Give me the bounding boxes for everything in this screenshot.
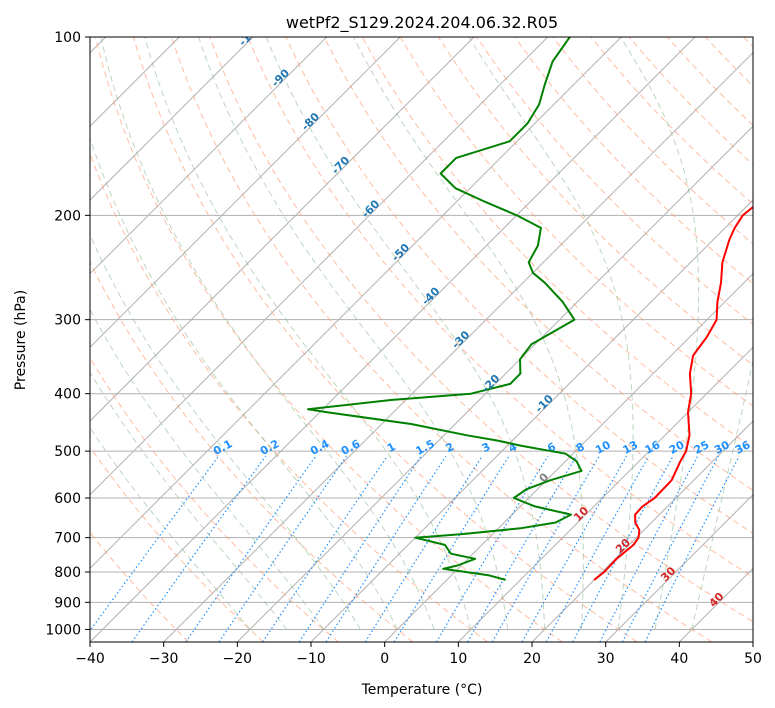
- isotherm-line: [90, 37, 623, 570]
- mixing-ratio-line: [466, 455, 577, 642]
- dry-adiabat-line: [476, 37, 753, 325]
- mixing-ratio-label: 20: [667, 438, 687, 457]
- mixing-ratio-line: [90, 455, 220, 632]
- y-tick-label: 900: [54, 595, 81, 611]
- isotherm-line: [531, 420, 753, 642]
- mixing-ratio-line: [545, 455, 650, 642]
- isotherm-line: [90, 37, 549, 496]
- y-tick-label: 800: [54, 565, 81, 581]
- isotherm-line: [90, 37, 328, 275]
- mixing-ratio-line: [262, 455, 388, 642]
- mixing-ratio-label: 30: [712, 438, 732, 457]
- mixing-ratio-line: [435, 455, 549, 642]
- y-axis-label: Pressure (hPa): [13, 290, 29, 390]
- moist-adiabat-line: [352, 37, 584, 630]
- dry-adiabat-line: [209, 37, 753, 623]
- dry-adiabat-line: [90, 446, 264, 642]
- moist-adiabat-line: [468, 37, 634, 630]
- mixing-ratio-line: [644, 455, 740, 642]
- x-tick-label: 10: [449, 651, 467, 667]
- moist-adiabat-line: [90, 308, 324, 630]
- chart-title: wetPf2_S129.2024.204.06.32.R05: [286, 13, 558, 33]
- y-tick-label: 300: [54, 313, 81, 329]
- isotherm-line: [90, 37, 181, 128]
- dewpoint-profile-line: [307, 37, 583, 581]
- moist-adiabat-line: [691, 358, 753, 630]
- dry-adiabat-line: [171, 37, 712, 642]
- dry-adiabat-line: [132, 37, 638, 642]
- x-tick-label: 40: [670, 651, 688, 667]
- y-tick-label: 100: [54, 30, 81, 46]
- y-tick-label: 1000: [45, 622, 81, 638]
- x-tick-label: 30: [597, 651, 615, 667]
- moist-adiabat-line: [100, 37, 435, 630]
- moist-adiabat-line: [90, 426, 251, 630]
- y-tick-label: 400: [54, 387, 81, 403]
- dry-adiabat-line: [94, 37, 563, 642]
- data-series: [307, 37, 753, 581]
- y-tick-label: 700: [54, 531, 81, 547]
- mixing-ratio-line: [185, 455, 317, 642]
- moist-adiabat-line: [265, 37, 546, 630]
- y-tick-label: 600: [54, 491, 81, 507]
- dry-adiabat-line: [90, 260, 414, 642]
- x-tick-label: 20: [523, 651, 541, 667]
- dry-adiabat-line: [90, 356, 339, 642]
- mixing-ratio-label: 16: [643, 438, 663, 457]
- mixing-ratio-line: [131, 455, 267, 642]
- dry-adiabat-line: [514, 37, 753, 285]
- moist-adiabat-line: [144, 37, 472, 630]
- mixing-ratio-line: [521, 455, 628, 642]
- dry-adiabat-line: [285, 37, 753, 535]
- moist-adiabats: [90, 37, 753, 630]
- mixing-ratio-label: 25: [692, 438, 712, 457]
- moist-adiabat-line: [90, 371, 288, 630]
- isotherm-line: [163, 51, 753, 642]
- x-axis-label: Temperature (°C): [361, 682, 483, 698]
- moist-adiabat-line: [198, 37, 509, 630]
- y-tick-label: 500: [54, 444, 81, 460]
- dry-adiabat-line: [247, 37, 753, 578]
- mixing-ratio-line: [393, 455, 510, 642]
- isotherm-line: [90, 37, 475, 422]
- x-tick-label: 50: [744, 651, 762, 667]
- isotherm-line: [310, 199, 753, 642]
- y-axis: 100 200 300 400 500 600 700 800 900 1000: [45, 30, 90, 638]
- mixing-ratio-label: 36: [733, 438, 753, 457]
- plot-frame: [89, 36, 754, 643]
- mixing-ratio-label: 13: [621, 438, 641, 457]
- x-tick-label: 0: [380, 651, 389, 667]
- x-tick-label: −40: [75, 651, 105, 667]
- mixing-ratio-line: [218, 455, 347, 642]
- isotherm-line: [457, 346, 753, 642]
- isotherm-line: [90, 37, 402, 349]
- moist-adiabat-line: [620, 37, 700, 630]
- mixing-ratio-label: 10: [593, 438, 613, 457]
- x-axis: −40 −30 −20 −10 0 10 20 30 40 50: [75, 642, 762, 667]
- moist-adiabat-line: [90, 233, 361, 630]
- x-tick-label: −30: [149, 651, 179, 667]
- isotherm-line: [605, 493, 753, 642]
- dry-adiabats: [90, 37, 753, 642]
- isotherm-line: [90, 37, 696, 642]
- x-tick-label: −20: [223, 651, 253, 667]
- dry-adiabat-line: [323, 37, 753, 491]
- moist-adiabat-line: [90, 136, 398, 630]
- y-tick-label: 200: [54, 208, 81, 224]
- temperature-profile-line: [593, 205, 753, 581]
- x-tick-label: −10: [296, 651, 326, 667]
- isotherm-line: [90, 37, 254, 201]
- dry-adiabat-label: -100: [236, 20, 265, 49]
